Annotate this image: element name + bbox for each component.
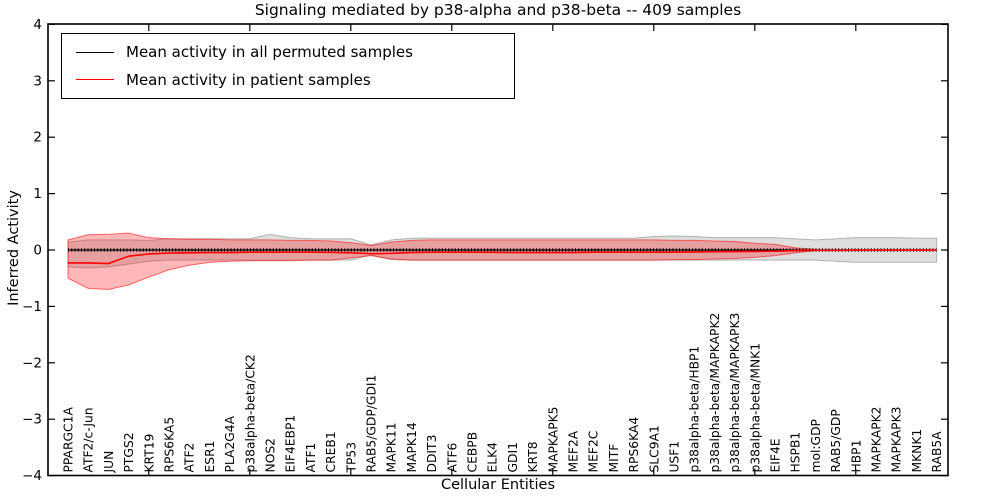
category-label: MAPKAPK5 (546, 407, 560, 473)
category-label: ATF6 (445, 442, 459, 472)
category-label: mol:GDP (809, 419, 823, 472)
category-label: GDI1 (506, 442, 520, 472)
patient-samples-range (67, 232, 816, 290)
category-label: CEBPB (466, 432, 480, 473)
legend-label-patient: Mean activity in patient samples (126, 70, 371, 89)
legend-line-red (76, 79, 114, 81)
y-tick-label: −3 (22, 412, 42, 428)
category-label: TP53 (344, 442, 358, 474)
x-axis-label: Cellular Entities (440, 477, 556, 493)
category-label: RPS6KA4 (627, 417, 641, 473)
category-label: PPARGC1A (62, 407, 76, 473)
category-label: MAPKAPK2 (870, 407, 884, 473)
legend-label-permuted: Mean activity in all permuted samples (126, 43, 413, 62)
category-label: DDIT3 (425, 435, 439, 473)
category-label: RPS6KA5 (163, 417, 177, 473)
category-label: RAB5/GDP/GDI1 (365, 375, 379, 473)
category-label: ESR1 (203, 441, 217, 473)
category-label: KRT19 (142, 434, 156, 473)
permuted-samples-range (67, 233, 938, 269)
y-tick-label: 3 (33, 73, 42, 89)
y-tick-label: 0 (33, 243, 42, 259)
category-label: ATF2/c-Jun (82, 407, 96, 472)
category-label: MEF2A (567, 430, 581, 472)
category-label: SLC9A1 (647, 425, 661, 472)
category-label: MAPK14 (405, 422, 419, 472)
y-tick-label: 4 (33, 17, 42, 33)
patient-mean-line (68, 249, 937, 265)
y-tick-label: 1 (33, 186, 42, 202)
legend-entry-permuted: Mean activity in all permuted samples (62, 43, 514, 61)
category-label: MKNK1 (910, 429, 924, 473)
legend: Mean activity in all permuted samples Me… (61, 33, 515, 99)
y-tick-label: −1 (22, 299, 42, 315)
category-label: MEF2C (587, 431, 601, 473)
legend-line-black (76, 51, 114, 53)
y-tick-label: −4 (22, 468, 42, 484)
category-label: p38alpha-beta/MAPKAPK2 (708, 313, 722, 473)
category-label: PLA2G4A (223, 415, 237, 472)
category-label: KRT8 (526, 441, 540, 472)
y-axis-label: Inferred Activity (6, 190, 22, 306)
category-label: JUN (102, 451, 116, 474)
category-label: ATF1 (304, 443, 318, 473)
y-tick-label: −2 (22, 355, 42, 371)
category-label: ATF2 (183, 443, 197, 473)
y-tick-label: 2 (33, 130, 42, 146)
category-label: p38alpha-beta/MNK1 (748, 343, 762, 473)
category-label: HSPB1 (789, 432, 803, 473)
category-label: NOS2 (264, 438, 278, 473)
category-label: EIF4E (769, 438, 783, 472)
category-label: MAPKAPK3 (890, 407, 904, 473)
category-label: MAPK11 (385, 422, 399, 472)
category-label: p38alpha-beta/CK2 (243, 354, 257, 472)
category-label: USF1 (668, 441, 682, 473)
category-label: ELK4 (486, 442, 500, 473)
category-label: HBP1 (849, 440, 863, 473)
category-label: MITF (607, 444, 621, 473)
category-label: p38alpha-beta/HBP1 (688, 346, 702, 473)
chart-title: Signaling mediated by p38-alpha and p38-… (254, 1, 742, 19)
category-label: RAB5A (930, 431, 944, 473)
category-label: EIF4EBP1 (284, 415, 298, 473)
category-label: p38alpha-beta/MAPKAPK3 (728, 313, 742, 473)
legend-entry-patient: Mean activity in patient samples (62, 71, 514, 89)
category-label: RAB5/GDP (829, 409, 843, 472)
category-label: PTGS2 (122, 432, 136, 472)
category-label: CREB1 (324, 431, 338, 472)
